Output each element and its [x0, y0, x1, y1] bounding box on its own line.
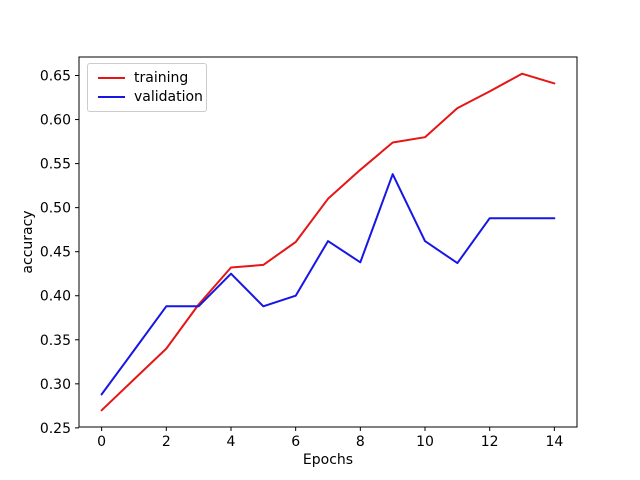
- training-line: [100, 72, 556, 412]
- legend-item-training: training: [98, 71, 196, 85]
- training-line-swatch: [98, 77, 125, 80]
- legend: training validation: [87, 63, 207, 112]
- y-tick-label: 0.65: [40, 69, 71, 85]
- legend-item-validation: validation: [98, 90, 203, 104]
- validation-line: [100, 173, 556, 396]
- validation-line-swatch: [98, 95, 125, 98]
- y-tick-label: 0.50: [40, 201, 71, 217]
- y-tick-label: 0.25: [40, 421, 71, 437]
- x-tick-label: 2: [162, 434, 171, 450]
- y-axis-label: accuracy: [20, 210, 36, 274]
- y-tick-label: 0.35: [40, 333, 71, 349]
- legend-label-training: training: [134, 70, 189, 87]
- x-tick-label: 14: [545, 434, 563, 450]
- y-tick-label: 0.30: [40, 377, 71, 393]
- y-tick-label: 0.45: [40, 245, 71, 261]
- y-tick-label: 0.40: [40, 289, 71, 305]
- x-tick-label: 0: [97, 434, 106, 450]
- x-tick-label: 12: [481, 434, 499, 450]
- x-axis-label: Epochs: [302, 452, 354, 468]
- plot-frame: [78, 56, 578, 428]
- y-tick-label: 0.55: [40, 157, 71, 173]
- y-tick-label: 0.60: [40, 113, 71, 129]
- x-tick-label: 6: [291, 434, 300, 450]
- legend-label-validation: validation: [134, 88, 203, 105]
- x-tick-label: 4: [227, 434, 236, 450]
- x-tick-label: 8: [356, 434, 365, 450]
- x-tick-label: 10: [416, 434, 434, 450]
